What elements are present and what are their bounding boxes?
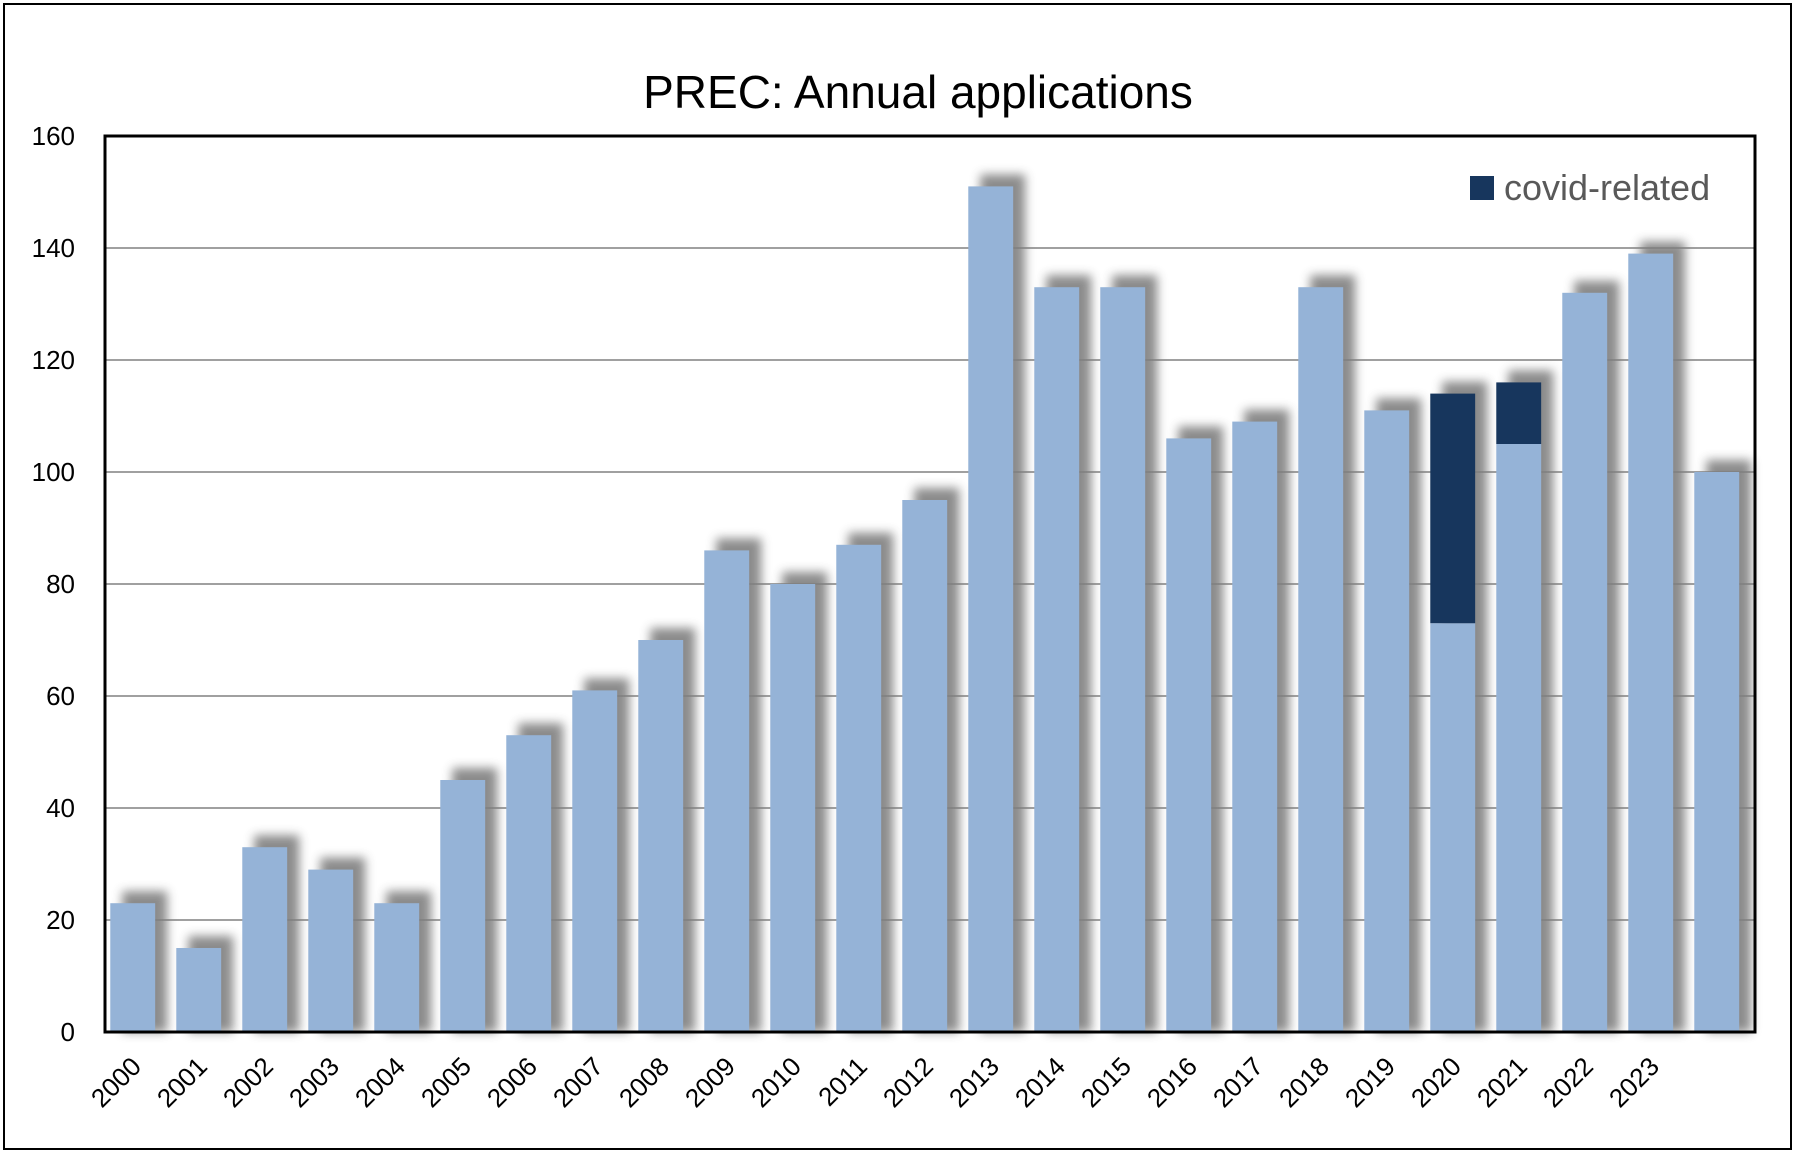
bar-2018 (1298, 287, 1344, 1032)
x-tick-label-2023: 2023 (1603, 1051, 1665, 1113)
y-tick-label-160: 160 (32, 121, 75, 151)
bar-2022 (1562, 292, 1608, 1032)
bar-2015 (1100, 287, 1146, 1032)
x-tick-label-2010: 2010 (745, 1051, 807, 1113)
bar-2008 (638, 640, 684, 1032)
x-tick-label-2004: 2004 (349, 1051, 411, 1113)
bar-2011 (836, 544, 882, 1032)
x-tick-label-2006: 2006 (481, 1051, 543, 1113)
x-tick-label-2007: 2007 (547, 1051, 609, 1113)
bar-2021 (1496, 444, 1542, 1032)
x-axis-ticks: 2000 2001 2002 2003 2004 2005 2006 2007 2008 2009… (85, 1051, 1665, 1113)
x-tick-label-2020: 2020 (1405, 1051, 1467, 1113)
x-tick-label-2013: 2013 (943, 1051, 1005, 1113)
x-tick-label-2005: 2005 (415, 1051, 477, 1113)
y-tick-label-40: 40 (46, 793, 75, 823)
bar-last (1694, 472, 1740, 1032)
bar-2023 (1628, 253, 1674, 1033)
bar-2000 (110, 903, 156, 1032)
x-tick-label-2019: 2019 (1339, 1051, 1401, 1113)
x-tick-label-2008: 2008 (613, 1051, 675, 1113)
x-tick-label-2003: 2003 (283, 1051, 345, 1113)
x-tick-label-2017: 2017 (1207, 1051, 1269, 1113)
legend-label-covid-related: covid-related (1504, 167, 1710, 208)
y-tick-label-100: 100 (32, 457, 75, 487)
x-tick-label-2011: 2011 (812, 1051, 873, 1112)
x-tick-label-2009: 2009 (679, 1051, 741, 1113)
bar-2005 (440, 780, 486, 1032)
y-tick-label-0: 0 (61, 1017, 75, 1047)
y-tick-label-140: 140 (32, 233, 75, 263)
bar-2001 (176, 948, 222, 1032)
bar-2002 (242, 847, 288, 1032)
bar-2013 (968, 186, 1014, 1032)
bar-2009 (704, 550, 750, 1032)
bar-2016 (1166, 438, 1212, 1032)
x-tick-label-2000: 2000 (85, 1051, 147, 1113)
bar-2017 (1232, 421, 1278, 1033)
bar-2007 (572, 690, 618, 1032)
bar-2012 (902, 500, 948, 1032)
bar-2014 (1034, 287, 1080, 1032)
x-tick-label-2018: 2018 (1273, 1051, 1335, 1113)
x-tick-label-2022: 2022 (1537, 1051, 1599, 1113)
bars (110, 186, 1740, 1033)
x-tick-label-2016: 2016 (1141, 1051, 1203, 1113)
bar-covid-2020 (1430, 393, 1476, 624)
x-tick-label-2001: 2001 (151, 1051, 213, 1113)
bar-2020 (1430, 623, 1476, 1032)
axes (103, 134, 1757, 1034)
x-tick-label-2002: 2002 (217, 1051, 279, 1113)
bar-2006 (506, 735, 552, 1032)
x-tick-label-2012: 2012 (877, 1051, 939, 1113)
bar-2003 (308, 869, 354, 1032)
plot-area-border (103, 134, 1757, 1034)
x-tick-label-2021: 2021 (1471, 1051, 1533, 1113)
bar-covid-2021 (1496, 382, 1542, 444)
x-tick-label-2014: 2014 (1009, 1051, 1071, 1113)
y-axis-ticks: 0 20 40 60 80 100 120 140 160 (32, 121, 75, 1047)
y-tick-label-120: 120 (32, 345, 75, 375)
bar-2019 (1364, 410, 1410, 1032)
x-tick-label-2015: 2015 (1075, 1051, 1137, 1113)
y-tick-label-60: 60 (46, 681, 75, 711)
legend-swatch-covid-related (1470, 176, 1494, 200)
y-tick-label-20: 20 (46, 905, 75, 935)
y-tick-label-80: 80 (46, 569, 75, 599)
chart-title: PREC: Annual applications (643, 66, 1193, 118)
bar-2004 (374, 903, 420, 1032)
legend: covid-related (1470, 167, 1710, 208)
bar-2010 (770, 584, 816, 1032)
